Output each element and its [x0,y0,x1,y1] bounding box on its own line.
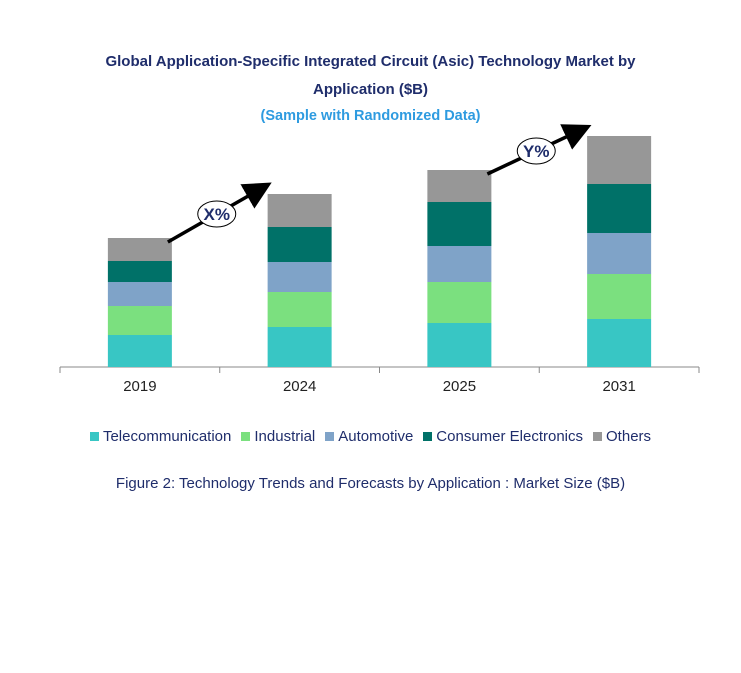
bar-automotive-2019 [107,282,172,306]
bar-telecommunication-2024 [267,327,332,367]
legend-item: Others [593,428,651,445]
chart-title-line1: Global Application-Specific Integrated C… [105,53,636,70]
bar-consumer-electronics-2031 [587,184,652,233]
legend-label: Industrial [254,428,316,445]
legend-swatch [325,432,335,441]
bar-industrial-2024 [267,292,332,327]
bar-consumer-electronics-2025 [427,202,492,246]
bar-industrial-2031 [587,274,652,319]
growth-label-bubble [516,137,556,165]
legend: Telecommunication Industrial Automotive Con… [0,428,741,445]
legend-item: Industrial [241,428,315,445]
legend-item: Telecommunication [89,428,232,445]
bar-others-2025 [427,170,492,202]
x-tick-label: 2024 [283,378,316,395]
growth-label: Y% [523,142,549,161]
legend-swatch [241,432,251,441]
legend-label: Consumer Electronics [436,428,584,445]
chart-subtitle: (Sample with Randomized Data) [260,108,481,124]
bar-consumer-electronics-2024 [267,227,332,262]
legend-item: Automotive [325,428,413,445]
bar-telecommunication-2031 [587,319,652,367]
bar-automotive-2024 [267,262,332,292]
legend-swatch [593,432,603,441]
bar-consumer-electronics-2019 [107,261,172,282]
bar-others-2031 [587,136,652,184]
growth-label: X% [204,205,230,224]
chart-title-line2: Application ($B) [313,81,428,98]
legend-item: Consumer Electronics [423,428,583,445]
bar-industrial-2019 [107,306,172,335]
figure-caption: Figure 2: Technology Trends and Forecast… [115,475,626,492]
legend-swatch [423,432,433,441]
bar-industrial-2025 [427,282,492,323]
bar-telecommunication-2025 [427,323,492,367]
bar-others-2019 [107,238,172,261]
bar-automotive-2025 [427,246,492,282]
legend-label: Telecommunication [102,428,232,445]
bar-telecommunication-2019 [107,335,172,367]
legend-label: Others [606,428,652,445]
growth-label-bubble [197,200,237,228]
legend-swatch [89,432,99,441]
legend-label: Automotive [338,428,414,445]
bar-others-2024 [267,194,332,227]
x-tick-label: 2031 [602,378,635,395]
x-tick-label: 2025 [443,378,476,395]
bar-automotive-2031 [587,233,652,274]
x-tick-label: 2019 [123,378,156,395]
